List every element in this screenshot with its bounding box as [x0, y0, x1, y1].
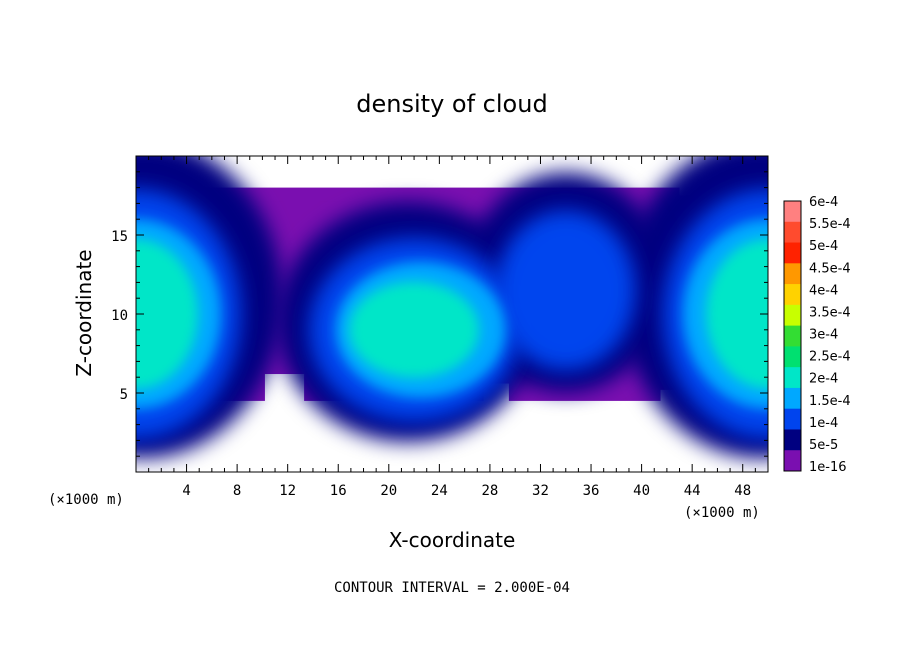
colorbar-label: 5.5e-4 — [809, 217, 851, 232]
colorbar-swatch — [784, 242, 801, 264]
colorbar: 6e-4 5.5e-4 5e-4 4.5e-4 4e-4 3.5e-4 3e-4 2.5e-4… — [783, 195, 851, 475]
colorbar-label: 4.5e-4 — [809, 261, 851, 276]
y-tick-label: 5 — [120, 387, 128, 403]
colorbar-swatch — [784, 367, 801, 389]
x-tick-label: 40 — [633, 483, 650, 499]
colorbar-label: 3e-4 — [809, 328, 838, 343]
colorbar-swatch — [784, 346, 801, 368]
colorbar-label: 6e-4 — [809, 195, 838, 210]
colorbar-label: 5e-4 — [809, 239, 838, 254]
chart-title: density of cloud — [356, 90, 547, 118]
x-axis-label: X-coordinate — [389, 528, 516, 552]
colorbar-swatch — [784, 201, 801, 223]
y-axis: 5 10 15 — [111, 171, 768, 457]
x-tick-label: 12 — [279, 483, 296, 499]
colorbar-label: 2.5e-4 — [809, 350, 851, 365]
colorbar-swatch — [784, 284, 801, 306]
cloud-cell — [349, 281, 480, 378]
colorbar-label: 1e-4 — [809, 416, 838, 431]
colorbar-swatch — [784, 408, 801, 430]
x-tick-label: 32 — [532, 483, 549, 499]
x-tick-label: 4 — [182, 483, 190, 499]
x-tick-label: 36 — [583, 483, 600, 499]
colorbar-swatch — [784, 429, 801, 451]
cloud-cell — [136, 239, 198, 389]
cloud-cell — [706, 239, 768, 389]
colorbar-swatch — [784, 450, 801, 472]
x-tick-label: 16 — [330, 483, 347, 499]
x-unit-left: (×1000 m) — [48, 492, 124, 508]
y-tick-label: 15 — [111, 229, 128, 245]
colorbar-label: 4e-4 — [809, 283, 838, 298]
colorbar-label: 1e-16 — [809, 460, 847, 475]
x-tick-label: 8 — [233, 483, 241, 499]
colorbar-swatch — [784, 263, 801, 285]
contour-interval: CONTOUR INTERVAL = 2.000E-04 — [334, 580, 570, 596]
colorbar-label: 5e-5 — [809, 438, 838, 453]
colorbar-swatch — [784, 387, 801, 410]
colorbar-label: 2e-4 — [809, 372, 838, 387]
colorbar-swatch — [784, 325, 801, 347]
x-unit-right: (×1000 m) — [684, 505, 760, 521]
cloud-field — [136, 156, 768, 459]
x-axis: 4 8 12 16 20 24 28 32 36 40 44 48 — [148, 156, 756, 499]
y-axis-label: Z-coordinate — [72, 249, 96, 376]
colorbar-swatch — [784, 221, 801, 244]
colorbar-frame — [783, 200, 802, 472]
x-tick-label: 28 — [481, 483, 498, 499]
plot-area — [136, 156, 768, 459]
cloud-cell — [495, 210, 636, 371]
x-tick-label: 24 — [431, 483, 448, 499]
x-tick-label: 20 — [380, 483, 397, 499]
colorbar-swatch — [784, 304, 801, 327]
x-tick-label: 44 — [684, 483, 701, 499]
colorbar-label: 3.5e-4 — [809, 305, 851, 320]
colorbar-label: 1.5e-4 — [809, 394, 851, 409]
x-tick-label: 48 — [734, 483, 751, 499]
y-tick-label: 10 — [111, 308, 128, 324]
